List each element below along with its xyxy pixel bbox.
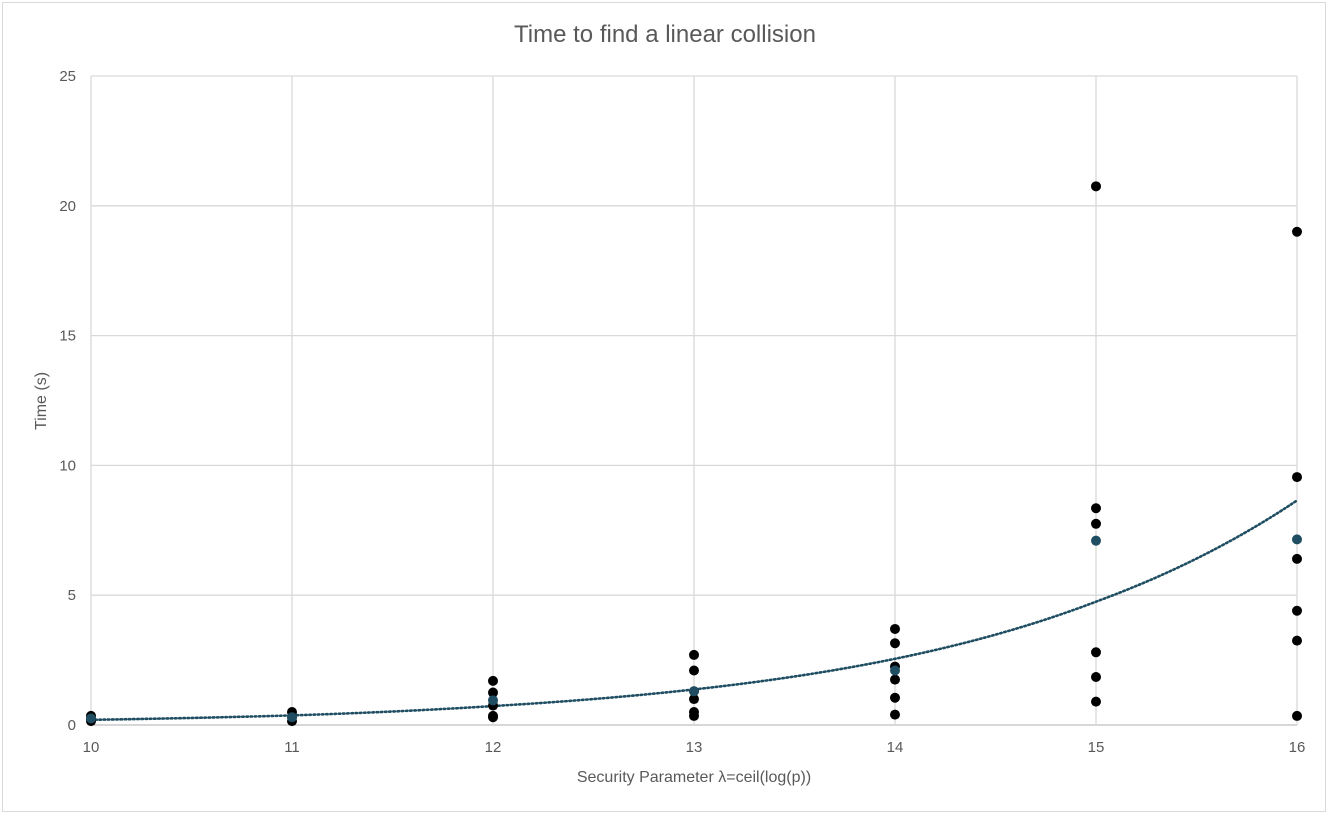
y-tick-label: 10 xyxy=(59,457,76,474)
data-point xyxy=(689,710,699,721)
data-point xyxy=(1292,605,1302,616)
average-point xyxy=(287,712,297,723)
x-tick-labels: 10 11 12 13 14 15 16 xyxy=(83,739,1306,756)
data-point xyxy=(890,674,900,685)
data-point xyxy=(1091,671,1101,682)
gridlines xyxy=(90,75,1298,726)
data-point xyxy=(488,687,498,698)
y-tick-label: 0 xyxy=(68,717,76,734)
data-point xyxy=(890,623,900,634)
average-point xyxy=(1292,534,1302,545)
y-tick-label: 5 xyxy=(68,587,76,604)
average-point xyxy=(890,665,900,676)
data-points xyxy=(86,181,1302,727)
x-axis-title: Security Parameter λ=ceil(log(p)) xyxy=(577,769,811,786)
x-tick-label: 12 xyxy=(485,739,502,756)
y-tick-label: 20 xyxy=(59,198,76,215)
data-point xyxy=(1091,518,1101,529)
x-tick-label: 11 xyxy=(284,739,300,756)
data-point xyxy=(1292,635,1302,646)
x-tick-label: 14 xyxy=(887,739,904,756)
data-point xyxy=(1292,710,1302,721)
data-point xyxy=(890,709,900,720)
data-point xyxy=(1091,181,1101,192)
x-tick-label: 13 xyxy=(686,739,703,756)
data-point xyxy=(689,694,699,705)
x-tick-label: 16 xyxy=(1289,739,1306,756)
data-point xyxy=(689,649,699,660)
data-point xyxy=(488,675,498,686)
data-point xyxy=(1091,696,1101,707)
data-point xyxy=(1091,503,1101,514)
y-axis-title: Time (s) xyxy=(33,372,50,430)
data-point xyxy=(890,692,900,703)
data-point xyxy=(488,712,498,723)
average-point xyxy=(1091,535,1101,546)
x-tick-label: 10 xyxy=(83,739,100,756)
average-point xyxy=(86,713,96,724)
data-point xyxy=(1292,226,1302,237)
chart-title: Time to find a linear collision xyxy=(514,21,816,48)
y-tick-label: 25 xyxy=(59,68,76,85)
data-point xyxy=(1292,553,1302,564)
y-tick-labels: 0 5 10 15 20 25 xyxy=(59,68,76,734)
average-point xyxy=(488,695,498,706)
data-point xyxy=(689,665,699,676)
data-point xyxy=(1292,472,1302,483)
average-point xyxy=(689,686,699,697)
x-tick-label: 15 xyxy=(1088,739,1105,756)
data-point xyxy=(890,638,900,649)
data-point xyxy=(1091,647,1101,658)
y-tick-label: 15 xyxy=(59,328,76,345)
